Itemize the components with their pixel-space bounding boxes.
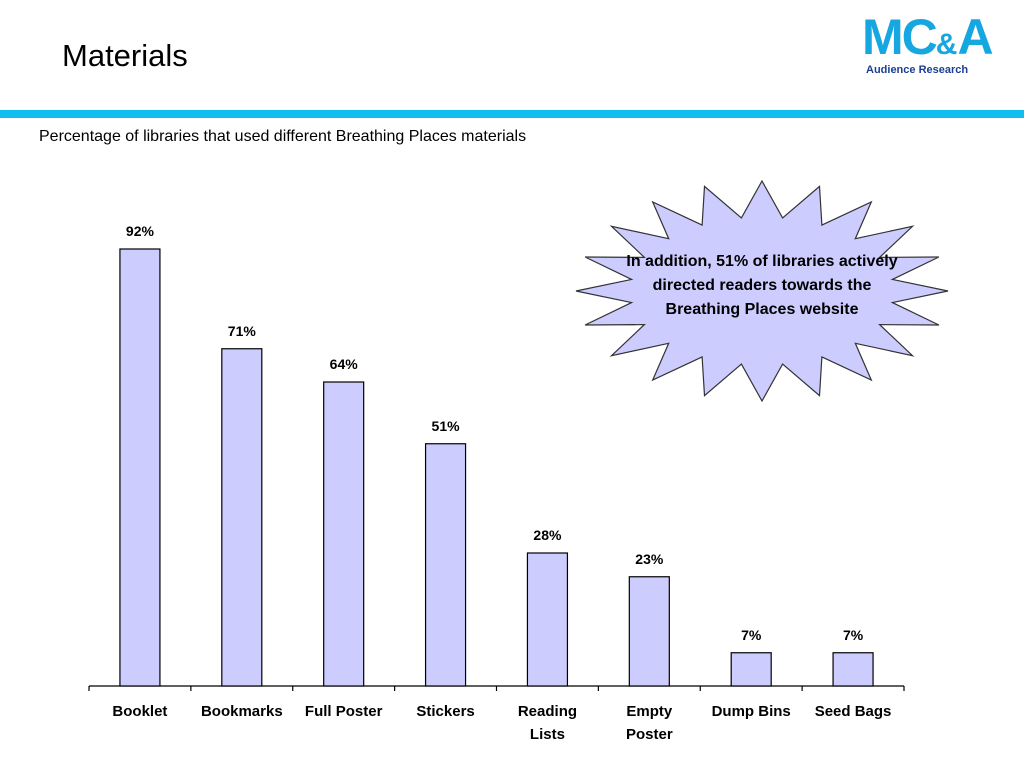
data-label: 23% (635, 551, 664, 567)
category-label: Dump Bins (712, 703, 791, 720)
starburst-shape (575, 180, 949, 402)
category-label: Empty (626, 703, 673, 720)
data-label: 28% (533, 527, 562, 543)
category-label: Stickers (416, 703, 474, 720)
data-label: 51% (432, 418, 461, 434)
callout-text: In addition, 51% of libraries actively d… (626, 253, 898, 318)
bar (424, 443, 467, 687)
data-label: 64% (330, 356, 359, 372)
bar (221, 348, 263, 687)
data-label: 7% (741, 627, 762, 643)
logo-wordmark-a: A (957, 9, 993, 65)
logo-wordmark-amp: & (935, 28, 958, 61)
logo-subtitle: Audience Research (866, 64, 969, 76)
logo-wordmark: MC&A (862, 9, 994, 65)
category-label: Poster (626, 726, 673, 743)
slide-title: Materials (62, 38, 188, 73)
chart-title: Percentage of libraries that used differ… (39, 128, 527, 145)
bar (323, 381, 365, 687)
bar (730, 652, 772, 687)
starburst-polygon (575, 180, 949, 402)
bar (119, 248, 161, 687)
category-label: Booklet (112, 703, 167, 720)
data-label: 92% (126, 223, 155, 239)
header-divider (0, 110, 1024, 118)
data-label: 7% (843, 627, 864, 643)
bar (628, 576, 670, 687)
category-label: Reading (518, 703, 577, 720)
category-label: Lists (530, 726, 565, 743)
category-label: Seed Bags (815, 703, 892, 720)
logo-wordmark-mc: MC (862, 9, 938, 65)
callout-starburst: In addition, 51% of libraries actively d… (575, 180, 949, 402)
bar (832, 652, 874, 687)
mca-logo: MC&A Audience Research (862, 9, 994, 82)
category-label: Full Poster (305, 703, 383, 720)
data-label: 71% (228, 323, 257, 339)
category-label: Bookmarks (201, 703, 283, 720)
bar (526, 552, 569, 687)
